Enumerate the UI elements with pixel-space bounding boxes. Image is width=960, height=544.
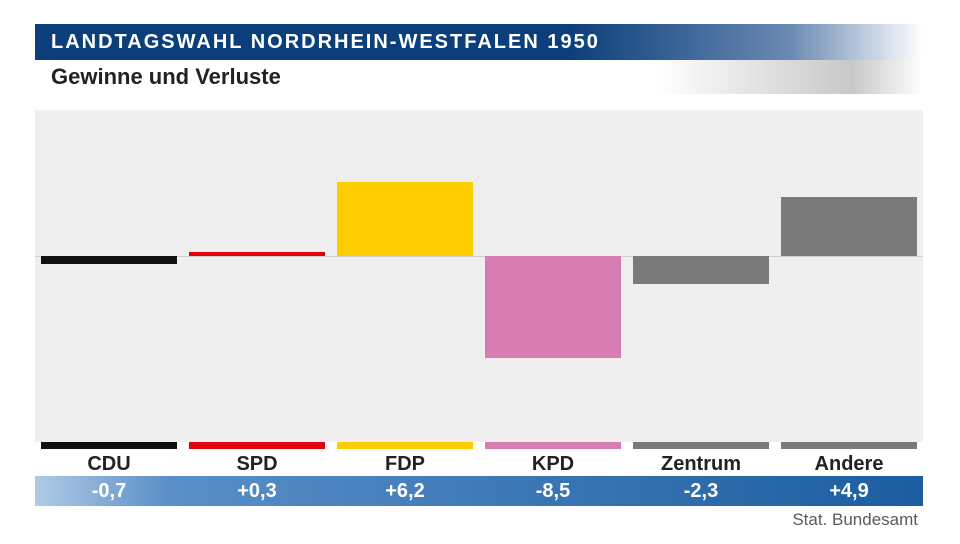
legend-strip-cdu (41, 442, 177, 449)
legend-cdu: CDU (41, 442, 177, 476)
legend-strip-spd (189, 442, 325, 449)
legend-zentrum: Zentrum (633, 442, 769, 476)
bar-cdu (41, 256, 177, 264)
chart-subtitle: Gewinne und Verluste (51, 64, 281, 90)
value-cdu: -0,7 (41, 476, 177, 506)
legend-label-fdp: FDP (337, 453, 473, 476)
value-spd: +0,3 (189, 476, 325, 506)
subtitle-bar: Gewinne und Verluste (35, 60, 923, 94)
bar-fdp (337, 182, 473, 256)
source-attribution: Stat. Bundesamt (792, 510, 918, 530)
title-bar: LANDTAGSWAHL NORDRHEIN-WESTFALEN 1950 (35, 24, 923, 60)
chart-frame: LANDTAGSWAHL NORDRHEIN-WESTFALEN 1950 Ge… (0, 0, 960, 544)
legend-label-cdu: CDU (41, 453, 177, 476)
legend-andere: Andere (781, 442, 917, 476)
values-row: -0,7 +0,3 +6,2 -8,5 -2,3 +4,9 (35, 476, 923, 506)
legend-label-zentrum: Zentrum (633, 453, 769, 476)
bar-andere (781, 197, 917, 256)
legend-strip-fdp (337, 442, 473, 449)
bar-kpd (485, 256, 621, 358)
legend-strip-zentrum (633, 442, 769, 449)
legend-strip-kpd (485, 442, 621, 449)
legend-label-andere: Andere (781, 453, 917, 476)
bar-zentrum (633, 256, 769, 284)
legend-strip-andere (781, 442, 917, 449)
chart-plot-area (35, 110, 923, 442)
value-zentrum: -2,3 (633, 476, 769, 506)
value-kpd: -8,5 (485, 476, 621, 506)
legend-kpd: KPD (485, 442, 621, 476)
legend-spd: SPD (189, 442, 325, 476)
legend-label-kpd: KPD (485, 453, 621, 476)
legend-label-spd: SPD (189, 453, 325, 476)
value-fdp: +6,2 (337, 476, 473, 506)
chart-title: LANDTAGSWAHL NORDRHEIN-WESTFALEN 1950 (51, 31, 600, 54)
legend-fdp: FDP (337, 442, 473, 476)
value-andere: +4,9 (781, 476, 917, 506)
bar-spd (189, 252, 325, 256)
